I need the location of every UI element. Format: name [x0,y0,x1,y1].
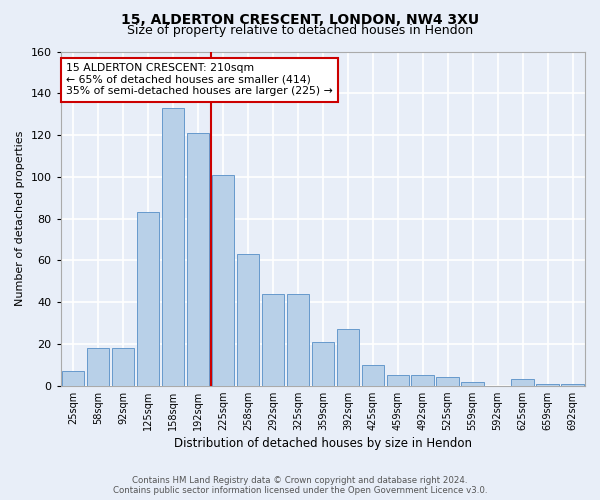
Bar [287,294,309,386]
Text: Contains HM Land Registry data © Crown copyright and database right 2024.
Contai: Contains HM Land Registry data © Crown c… [113,476,487,495]
Bar [386,376,409,386]
Bar [461,382,484,386]
Bar [187,133,209,386]
Bar [561,384,584,386]
Bar [137,212,160,386]
Text: 15, ALDERTON CRESCENT, LONDON, NW4 3XU: 15, ALDERTON CRESCENT, LONDON, NW4 3XU [121,12,479,26]
Bar [262,294,284,386]
Bar [536,384,559,386]
Y-axis label: Number of detached properties: Number of detached properties [15,131,25,306]
Bar [162,108,184,386]
Bar [112,348,134,386]
Text: 15 ALDERTON CRESCENT: 210sqm
← 65% of detached houses are smaller (414)
35% of s: 15 ALDERTON CRESCENT: 210sqm ← 65% of de… [66,63,333,96]
Bar [212,174,234,386]
Bar [436,378,459,386]
X-axis label: Distribution of detached houses by size in Hendon: Distribution of detached houses by size … [174,437,472,450]
Bar [412,376,434,386]
Bar [337,330,359,386]
Bar [362,365,384,386]
Bar [311,342,334,386]
Bar [62,371,85,386]
Bar [237,254,259,386]
Text: Size of property relative to detached houses in Hendon: Size of property relative to detached ho… [127,24,473,37]
Bar [87,348,109,386]
Bar [511,380,534,386]
